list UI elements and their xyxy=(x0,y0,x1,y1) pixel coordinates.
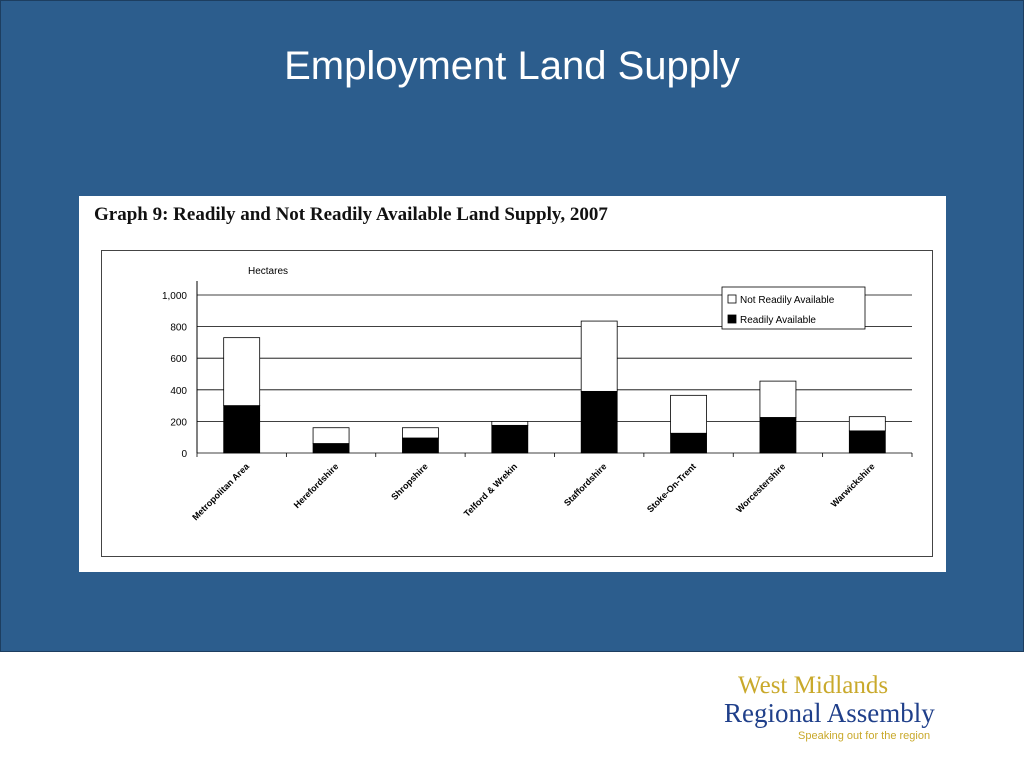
y-tick-label: 600 xyxy=(170,354,187,365)
bar-segment xyxy=(223,337,261,407)
legend-box xyxy=(721,286,866,330)
y-tick-label: 0 xyxy=(181,449,187,460)
legend-label: Not Readily Available xyxy=(740,295,835,306)
x-tick-label: Telford & Wrekin xyxy=(462,461,519,518)
chart-frame: Hectares 0 200 400 600 800 1,000 Metropolitan… xyxy=(101,250,933,557)
bar-segment xyxy=(223,405,261,454)
graph-heading: Graph 9: Readily and Not Readily Availab… xyxy=(94,204,608,225)
y-tick-label: 200 xyxy=(170,417,187,428)
y-tick-label: 800 xyxy=(170,323,187,334)
x-tick-label: Staffordshire xyxy=(562,461,609,508)
x-tick-label: Shropshire xyxy=(389,461,430,502)
x-tick-label: Warwickshire xyxy=(829,461,877,509)
legend-swatch xyxy=(727,314,737,324)
y-tick-label: 1,000 xyxy=(162,291,187,302)
x-tick-labels: Metropolitan Area Herefordshire Shropshire… xyxy=(190,461,877,523)
bar-segment xyxy=(848,430,886,454)
slide-title: Employment Land Supply xyxy=(284,44,740,88)
bar-segment xyxy=(491,424,529,454)
stacked-bar-chart: Hectares 0 200 400 600 800 1,000 Metropolitan… xyxy=(162,266,913,523)
bar-segment xyxy=(491,420,529,426)
bar-segment xyxy=(402,437,439,454)
legend-label: Readily Available xyxy=(740,315,816,326)
bar-segment xyxy=(670,394,707,434)
x-tick-label: Metropolitan Area xyxy=(190,461,252,523)
x-tick-label: Worcestershire xyxy=(734,461,787,514)
y-tick-labels: 0 200 400 600 800 1,000 xyxy=(162,291,187,460)
x-tick-label: Herefordshire xyxy=(292,461,341,510)
west-midlands-logo: West Midlands Regional Assembly Speaking… xyxy=(724,672,974,752)
y-tick-label: 400 xyxy=(170,386,187,397)
figure-card: Graph 9: Readily and Not Readily Availab… xyxy=(79,196,946,572)
bar-segment xyxy=(402,427,439,439)
legend: Not Readily Available Readily Available xyxy=(721,286,866,330)
logo-line-1: West Midlands xyxy=(738,672,889,699)
bar-segment xyxy=(670,432,707,454)
logo-tagline: Speaking out for the region xyxy=(798,730,931,742)
bars xyxy=(223,320,886,454)
y-axis-label: Hectares xyxy=(248,266,288,277)
logo-line-2: Regional Assembly xyxy=(724,698,935,728)
x-tick-label: Stoke-On-Trent xyxy=(645,461,698,514)
bar-segment xyxy=(759,380,797,418)
bar-segment xyxy=(580,320,618,392)
bar-segment xyxy=(848,416,886,432)
bar-segment xyxy=(580,390,618,454)
bar-segment xyxy=(312,427,350,444)
bar-segment xyxy=(759,417,797,454)
bar-segment xyxy=(312,443,350,454)
legend-swatch xyxy=(727,294,737,304)
